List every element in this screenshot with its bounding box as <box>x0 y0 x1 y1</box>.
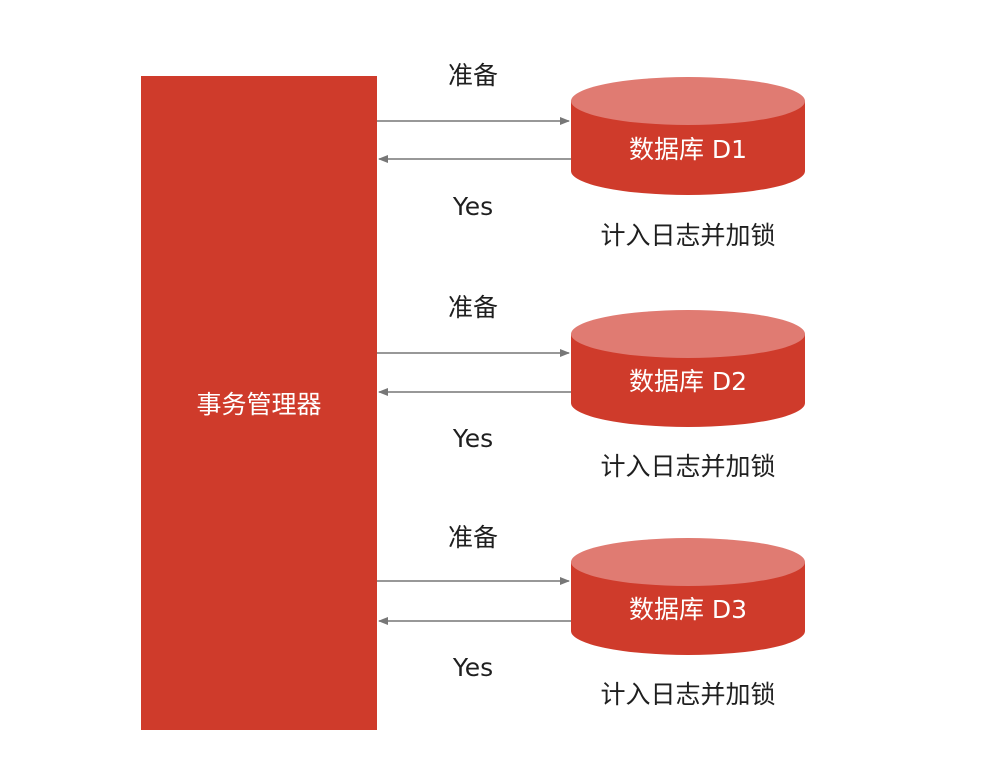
database-group-d1: 准备 Yes 数据库 D1 计入日志并加锁 <box>377 61 805 250</box>
database-group-d2: 准备 Yes 数据库 D2 计入日志并加锁 <box>377 293 805 481</box>
prepare-label: 准备 <box>448 61 498 90</box>
transaction-manager-label: 事务管理器 <box>196 390 321 419</box>
transaction-manager-box <box>141 76 377 730</box>
database-name: 数据库 D2 <box>629 367 747 396</box>
database-name: 数据库 D1 <box>629 135 747 164</box>
database-note: 计入日志并加锁 <box>600 680 775 709</box>
database-cylinder-icon <box>571 77 805 195</box>
database-cylinder-icon <box>571 538 805 655</box>
database-cylinder-icon <box>571 310 805 427</box>
yes-label: Yes <box>452 192 493 221</box>
yes-label: Yes <box>452 653 493 682</box>
prepare-label: 准备 <box>448 293 498 322</box>
database-group-d3: 准备 Yes 数据库 D3 计入日志并加锁 <box>377 523 805 709</box>
database-note: 计入日志并加锁 <box>600 452 775 481</box>
prepare-label: 准备 <box>448 523 498 552</box>
database-note: 计入日志并加锁 <box>600 221 775 250</box>
yes-label: Yes <box>452 424 493 453</box>
database-name: 数据库 D3 <box>629 595 747 624</box>
